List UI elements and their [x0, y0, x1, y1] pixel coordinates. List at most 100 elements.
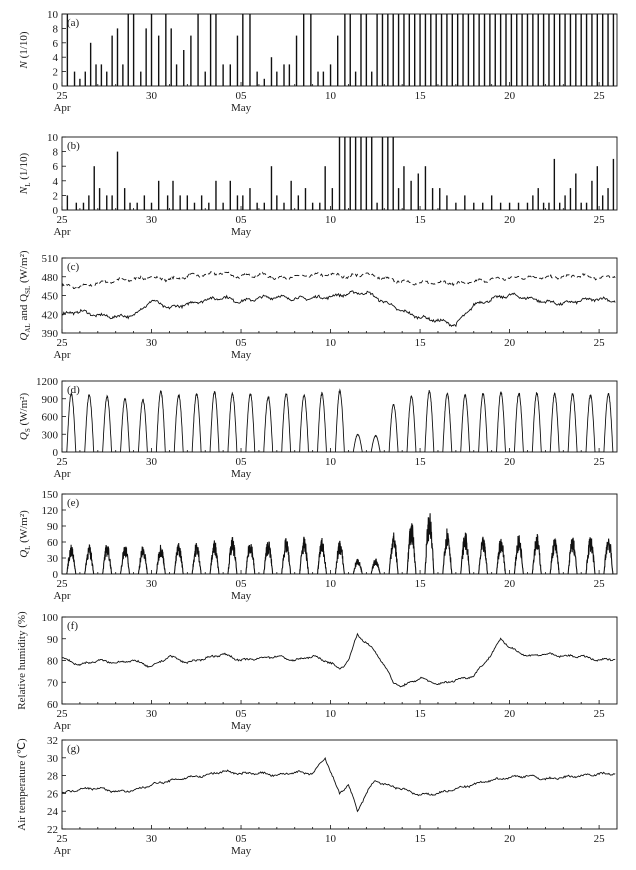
x-tick-label: 15: [415, 708, 427, 720]
x-tick-label: 05: [236, 90, 248, 102]
x-month-label: Apr: [53, 845, 70, 857]
y-tick-label: 0: [53, 205, 59, 217]
y-tick-label: 8: [53, 147, 59, 159]
y-tick-label: 22: [47, 824, 58, 836]
y-label-units: and Q: [18, 294, 30, 323]
series-line: [62, 757, 616, 813]
x-tick-label: 20: [504, 578, 516, 590]
y-tick-label: 60: [47, 699, 59, 711]
x-tick-label: 30: [146, 456, 158, 468]
x-tick-label: 25: [594, 337, 606, 349]
panel-tag: (c): [67, 261, 80, 273]
plot-area: [62, 513, 617, 574]
x-tick-label: 05: [236, 578, 248, 590]
y-tick-label: 480: [42, 272, 59, 284]
plot-area: [66, 14, 615, 86]
x-month-label: May: [231, 226, 252, 238]
y-tick-label: 420: [42, 309, 59, 321]
y-label-sub: L: [24, 546, 32, 550]
y-tick-label: 1200: [36, 376, 59, 388]
x-tick-label: 25: [57, 708, 69, 720]
y-tick-label: 10: [47, 9, 59, 21]
panel-tag: (f): [67, 620, 78, 632]
x-month-label: Apr: [53, 102, 70, 114]
x-tick-label: 25: [57, 833, 69, 845]
plot-frame: [61, 616, 618, 705]
x-tick-label: 25: [594, 578, 606, 590]
y-tick-label: 150: [42, 489, 59, 501]
x-tick-label: 25: [594, 214, 606, 226]
y-tick-label: 2: [53, 190, 59, 202]
x-month-label: May: [231, 102, 252, 114]
plot-area: [62, 271, 616, 328]
y-tick-label: 60: [47, 537, 59, 549]
y-tick-label: 28: [47, 771, 59, 783]
x-tick-label: 15: [415, 578, 427, 590]
y-tick-label: 300: [42, 429, 59, 441]
x-tick-label: 10: [325, 578, 337, 590]
plot-frame: [61, 13, 618, 87]
panel-tag: (e): [67, 497, 80, 509]
y-tick-label: 24: [47, 806, 59, 818]
y-label-sub: S: [24, 428, 32, 432]
y-tick-label: 80: [47, 656, 59, 668]
panel-tag: (b): [67, 140, 80, 152]
y-tick-label: 900: [42, 394, 59, 406]
x-tick-label: 05: [236, 214, 248, 226]
y-tick-label: 26: [47, 788, 59, 800]
x-month-label: May: [231, 590, 252, 602]
x-tick-label: 15: [415, 833, 427, 845]
plot-frame: [61, 493, 618, 575]
y-tick-label: 510: [42, 253, 59, 265]
x-tick-label: 25: [594, 708, 606, 720]
x-tick-label: 15: [415, 214, 427, 226]
y-label-main: N: [18, 186, 30, 195]
y-tick-label: 30: [47, 553, 59, 565]
x-tick-label: 10: [325, 708, 337, 720]
x-month-label: Apr: [53, 468, 70, 480]
y-tick-label: 600: [42, 412, 59, 424]
y-tick-label: 90: [47, 521, 59, 533]
y-tick-label: 0: [53, 81, 59, 93]
x-tick-label: 25: [57, 456, 69, 468]
plot-frame: [61, 136, 618, 211]
y-tick-label: 450: [42, 291, 59, 303]
x-tick-label: 10: [325, 337, 337, 349]
y-tick-label: 70: [47, 677, 59, 689]
x-tick-label: 25: [57, 578, 69, 590]
x-month-label: May: [231, 349, 252, 361]
x-tick-label: 30: [146, 708, 158, 720]
panel-tag: (g): [67, 743, 80, 755]
x-tick-label: 20: [504, 214, 516, 226]
x-tick-label: 25: [57, 337, 69, 349]
x-month-label: Apr: [53, 590, 70, 602]
x-tick-label: 30: [146, 214, 158, 226]
x-tick-label: 30: [146, 833, 158, 845]
plot-area: [62, 757, 616, 813]
y-label-sub: AL: [24, 323, 32, 332]
y-label-main: Relative humidity (%): [16, 611, 28, 710]
x-month-label: May: [231, 720, 252, 732]
y-tick-label: 0: [53, 447, 59, 459]
x-tick-label: 05: [236, 833, 248, 845]
x-month-label: May: [231, 468, 252, 480]
x-month-label: Apr: [53, 226, 70, 238]
y-label-units: (W/m²): [18, 393, 30, 429]
x-tick-label: 10: [325, 456, 337, 468]
x-tick-label: 05: [236, 456, 248, 468]
x-tick-label: 25: [57, 90, 69, 102]
x-tick-label: 05: [236, 708, 248, 720]
x-tick-label: 25: [57, 214, 69, 226]
y-tick-label: 2: [53, 67, 59, 79]
x-tick-label: 20: [504, 833, 516, 845]
y-label-main: Q: [18, 432, 30, 440]
y-tick-label: 4: [53, 52, 59, 64]
y-label-units: (1/10): [18, 153, 30, 183]
y-tick-label: 32: [47, 735, 58, 747]
y-tick-label: 6: [53, 38, 59, 50]
y-axis-label: N (1/10): [18, 31, 30, 69]
